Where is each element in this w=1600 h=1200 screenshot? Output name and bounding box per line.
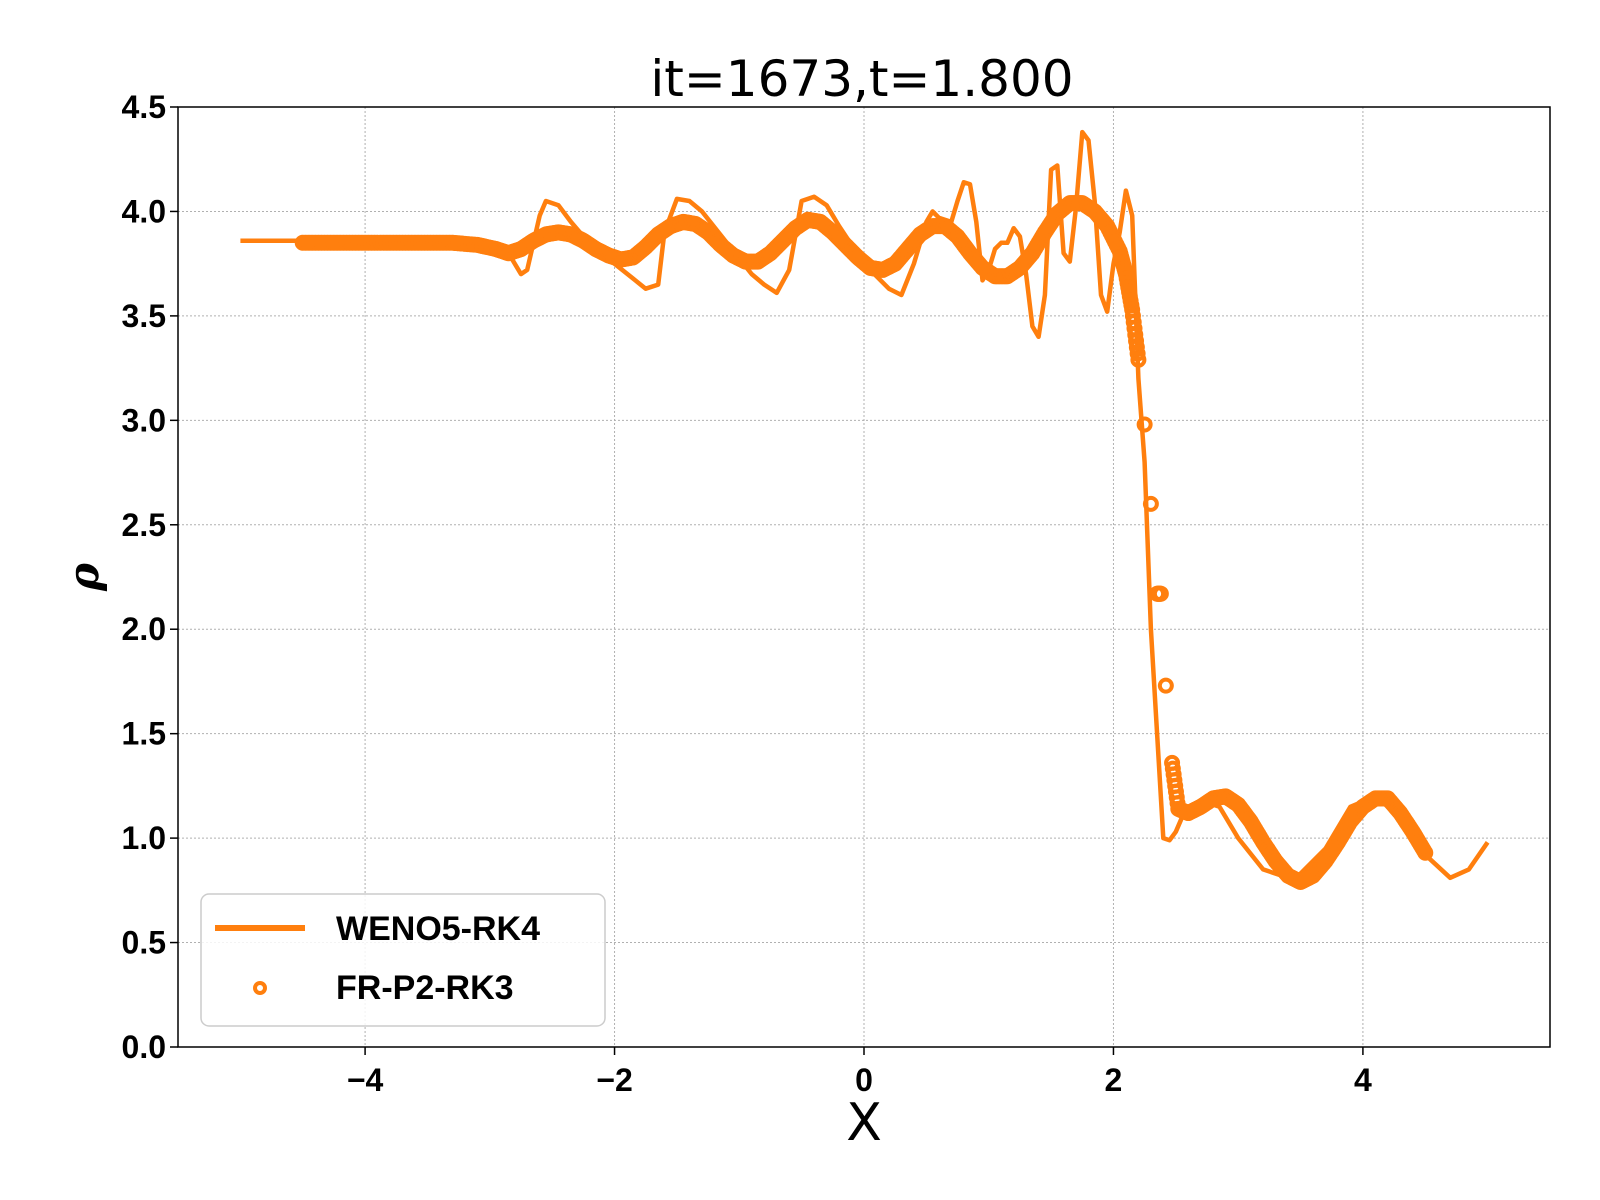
data-point	[1136, 416, 1153, 433]
y-tick-label: 1.0	[122, 820, 166, 856]
y-tick-label: 0.0	[122, 1029, 166, 1065]
y-tick-label: 0.5	[122, 925, 166, 961]
y-tick-label: 3.5	[122, 298, 166, 334]
x-tick-label: 2	[1105, 1062, 1123, 1098]
data-point	[1417, 844, 1434, 861]
legend-marker-swatch	[253, 981, 267, 995]
x-tick-label: 4	[1354, 1062, 1372, 1098]
y-tick-label: 4.0	[122, 193, 166, 229]
legend: WENO5-RK4 FR-P2-RK3	[200, 893, 606, 1027]
y-axis: 0.0 0.5 1.0 1.5 2.0 2.5 3.0 3.5 4.0 4.5	[122, 89, 178, 1065]
legend-label-fr-p2-rk3: FR-P2-RK3	[336, 969, 514, 1007]
x-tick-label: 0	[855, 1062, 873, 1098]
data-point	[1157, 677, 1174, 694]
y-tick-label: 1.5	[122, 716, 166, 752]
series-markers-fr-p2-rk3	[294, 195, 1434, 890]
y-tick-label: 4.5	[122, 89, 166, 125]
y-tick-label: 2.0	[122, 611, 166, 647]
data-point	[1142, 495, 1159, 512]
y-tick-label: 3.0	[122, 402, 166, 438]
x-tick-label: −2	[596, 1062, 632, 1098]
data-point	[1152, 585, 1169, 602]
data-point	[1129, 345, 1146, 362]
x-axis-label: X	[846, 1093, 882, 1153]
data-point	[1130, 351, 1147, 368]
x-tick-label: −4	[347, 1062, 384, 1098]
x-axis: −4 −2 0 2 4	[347, 1047, 1372, 1098]
series-layer	[240, 129, 1490, 890]
y-axis-label: ρ	[59, 562, 108, 592]
series-line-weno5-rk4	[240, 129, 1490, 883]
y-tick-label: 2.5	[122, 507, 166, 543]
chart-title: it=1673,t=1.800	[650, 50, 1073, 108]
legend-label-weno5-rk4: WENO5-RK4	[336, 910, 540, 948]
